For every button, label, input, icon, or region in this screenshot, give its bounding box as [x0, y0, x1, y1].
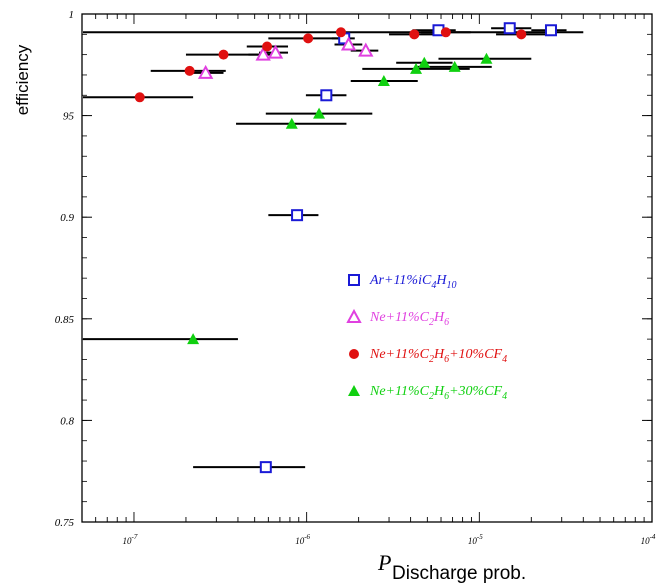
series-points-1 [197, 36, 374, 79]
data-point [320, 89, 333, 102]
legend-entry: Ne+11%C2H6+30%CF4 [369, 384, 507, 402]
legend-marker [348, 385, 360, 396]
series-errorbars-2 [83, 31, 584, 99]
legend-marker [349, 349, 359, 359]
legend-marker [346, 308, 362, 323]
data-point [340, 36, 357, 51]
legend-entry: Ne+11%C2H6 [369, 310, 449, 328]
data-point [410, 62, 423, 74]
legend-entry: Ne+11%C2H6+10%CF4 [369, 347, 507, 365]
data-point [255, 46, 271, 61]
plot-border [81, 13, 653, 523]
data-point [197, 64, 214, 79]
y-axis-ticks: 0.75 0.8 0.85 0.9 95 1 [55, 9, 652, 529]
x-axis-symbol: P [377, 550, 391, 575]
x-tick-label: 10-6 [295, 533, 310, 546]
data-point [218, 49, 229, 60]
data-point [313, 107, 326, 119]
data-point [285, 117, 298, 129]
data-point [440, 27, 451, 38]
x-tick-label: 10-7 [123, 533, 138, 546]
series-errorbars-3 [83, 57, 532, 341]
data-point [335, 27, 346, 38]
data-point [187, 333, 200, 345]
legend-marker [348, 274, 360, 286]
data-point [516, 29, 527, 40]
plot-frame [81, 13, 653, 523]
data-point [448, 60, 461, 72]
series-errorbars-0 [193, 27, 567, 469]
data-point [303, 33, 314, 44]
data-point [262, 41, 273, 52]
x-axis-ticks: 10-7 10-6 10-5 10-4 [81, 14, 656, 546]
data-point [267, 44, 284, 59]
data-point [503, 22, 516, 35]
y-tick-label: 0.9 [60, 212, 74, 224]
y-axis-label: efficiency [13, 44, 32, 115]
y-tick-label: 1 [69, 9, 75, 21]
data-point [358, 42, 374, 57]
data-point [259, 461, 272, 474]
data-point [184, 65, 195, 76]
data-point [480, 52, 493, 64]
y-tick-label: 0.85 [55, 314, 75, 326]
x-tick-label: 10-5 [468, 533, 483, 546]
y-tick-label: 0.8 [60, 415, 74, 427]
data-point [134, 92, 145, 103]
x-tick-label: 10-4 [641, 533, 656, 546]
data-point [544, 24, 557, 37]
series-points-2 [134, 27, 527, 103]
data-point [291, 209, 304, 222]
legend: Ar+11%iC4H10 Ne+11%C2H6 Ne+11%C2H6+10%CF4 N… [346, 273, 507, 402]
series-points-0 [259, 22, 557, 474]
y-tick-label: 0.75 [55, 517, 75, 529]
data-point [377, 75, 390, 87]
data-series-layer [83, 22, 584, 474]
x-axis-label: Discharge prob. [392, 563, 526, 584]
data-point [418, 56, 431, 68]
legend-entry: Ar+11%iC4H10 [369, 273, 456, 291]
data-point [409, 29, 420, 40]
y-tick-label: 95 [63, 111, 75, 123]
series-points-3 [187, 52, 493, 345]
